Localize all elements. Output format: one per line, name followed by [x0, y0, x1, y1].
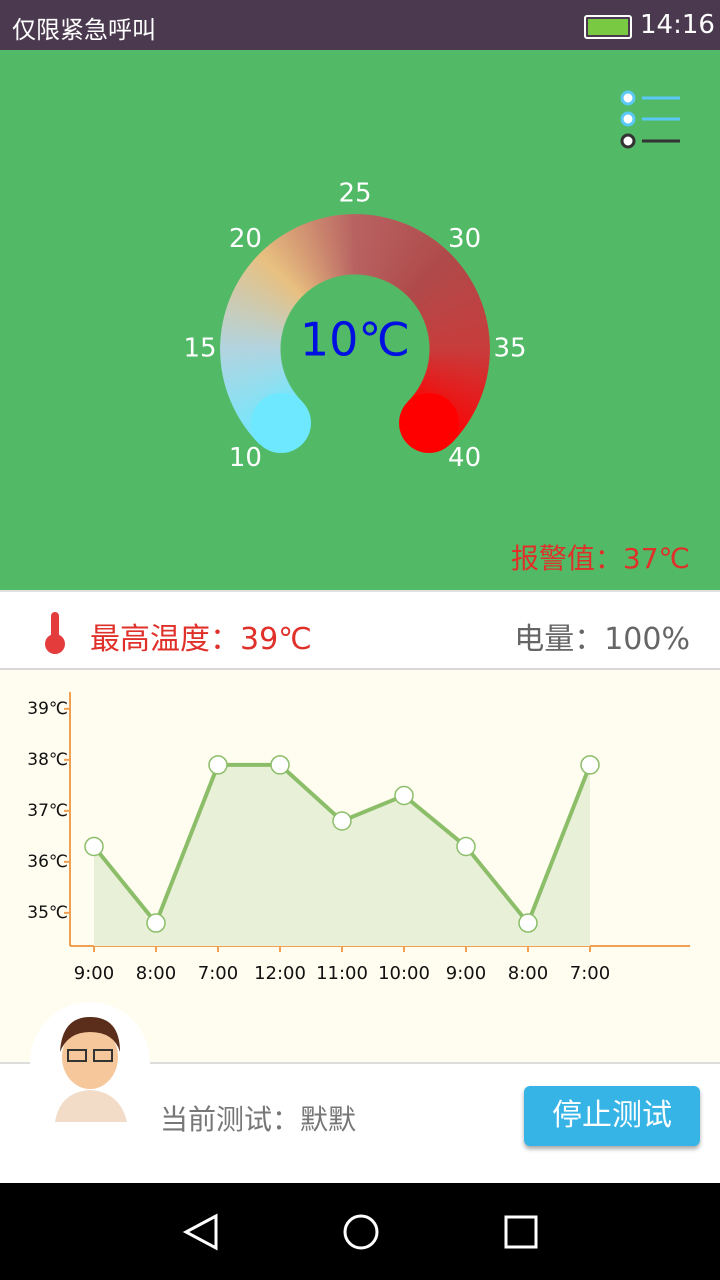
avatar-body: [55, 1090, 127, 1122]
gauge-tick-label: 30: [448, 224, 481, 254]
thermo-bulb: [45, 634, 65, 654]
x-tick-label: 7:00: [198, 963, 238, 984]
gauge-tick-label: 40: [448, 443, 481, 473]
battery-level: 电量：100%: [514, 622, 690, 657]
avatar-glasses: [67, 1049, 87, 1062]
point: [208, 755, 228, 775]
menu-dot: [620, 111, 636, 127]
area-fill: [94, 764, 590, 946]
back-button[interactable]: [182, 1213, 218, 1251]
thermometer-icon: [45, 612, 65, 654]
x-tick-label: 11:00: [316, 963, 368, 984]
home-button[interactable]: [343, 1214, 379, 1250]
max-temp: 最高温度：39℃: [90, 622, 312, 657]
stop-button[interactable]: 停止测试: [524, 1086, 700, 1146]
x-tick-label: 10:00: [378, 963, 430, 984]
info-bar: 最高温度：39℃ 电量：100%: [0, 590, 720, 670]
nav-icons: [182, 1213, 538, 1251]
gauge-value: 10℃: [300, 313, 410, 367]
current-test: 当前测试：默默: [160, 1103, 357, 1136]
gauge-tick-label: 25: [338, 179, 371, 209]
avatar-glasses: [93, 1049, 113, 1062]
point: [394, 785, 414, 806]
line-chart: 35℃ 36℃ 37℃ 38℃ 39℃ 9:00 8:00 7:00 12:00 11:00 10:…: [0, 670, 720, 1062]
battery-fill: [588, 19, 628, 35]
point: [270, 755, 290, 775]
y-tick-label: 36℃: [27, 852, 68, 872]
avatar: [30, 1002, 150, 1122]
point: [580, 755, 600, 775]
point: [456, 836, 476, 857]
gauge-tick-label: 35: [493, 334, 526, 364]
menu-dot: [620, 90, 636, 106]
carrier-text: 仅限紧急呼叫: [12, 16, 156, 44]
status-bar: 仅限紧急呼叫 14:16: [0, 0, 720, 50]
point: [84, 836, 104, 857]
gauge-cap: [399, 393, 459, 453]
x-tick-label: 9:00: [74, 963, 114, 984]
y-tick-label: 37℃: [27, 801, 68, 821]
clock: 14:16: [640, 10, 715, 40]
battery-icon: [584, 15, 632, 39]
y-tick-label: 35℃: [27, 903, 68, 923]
menu-button[interactable]: [610, 85, 690, 155]
gauge-tick-label: 15: [183, 334, 216, 364]
gauge-tick-label: 20: [229, 224, 262, 254]
nav-bar: [0, 1183, 720, 1280]
avatar-hair: [60, 1017, 120, 1052]
gauge-cap: [251, 393, 311, 453]
point: [146, 913, 166, 933]
x-tick-label: 7:00: [570, 963, 610, 984]
gauge-tick-label: 10: [229, 443, 262, 473]
x-tick-label: 9:00: [446, 963, 486, 984]
point: [332, 811, 352, 831]
recent-button[interactable]: [504, 1215, 538, 1249]
x-tick-label: 12:00: [254, 963, 306, 984]
avatar-face: [62, 1025, 118, 1089]
alarm-text: 报警值：37℃: [511, 542, 690, 575]
gauge: 10℃ 报警值：37℃ 10 15 20 25 30 35 40: [183, 179, 690, 576]
x-tick-label: 8:00: [508, 963, 548, 984]
y-tick-label: 39℃: [27, 699, 68, 719]
point: [518, 913, 538, 933]
y-tick-label: 38℃: [27, 750, 68, 770]
x-tick-label: 8:00: [136, 963, 176, 984]
menu-dot: [620, 133, 636, 149]
